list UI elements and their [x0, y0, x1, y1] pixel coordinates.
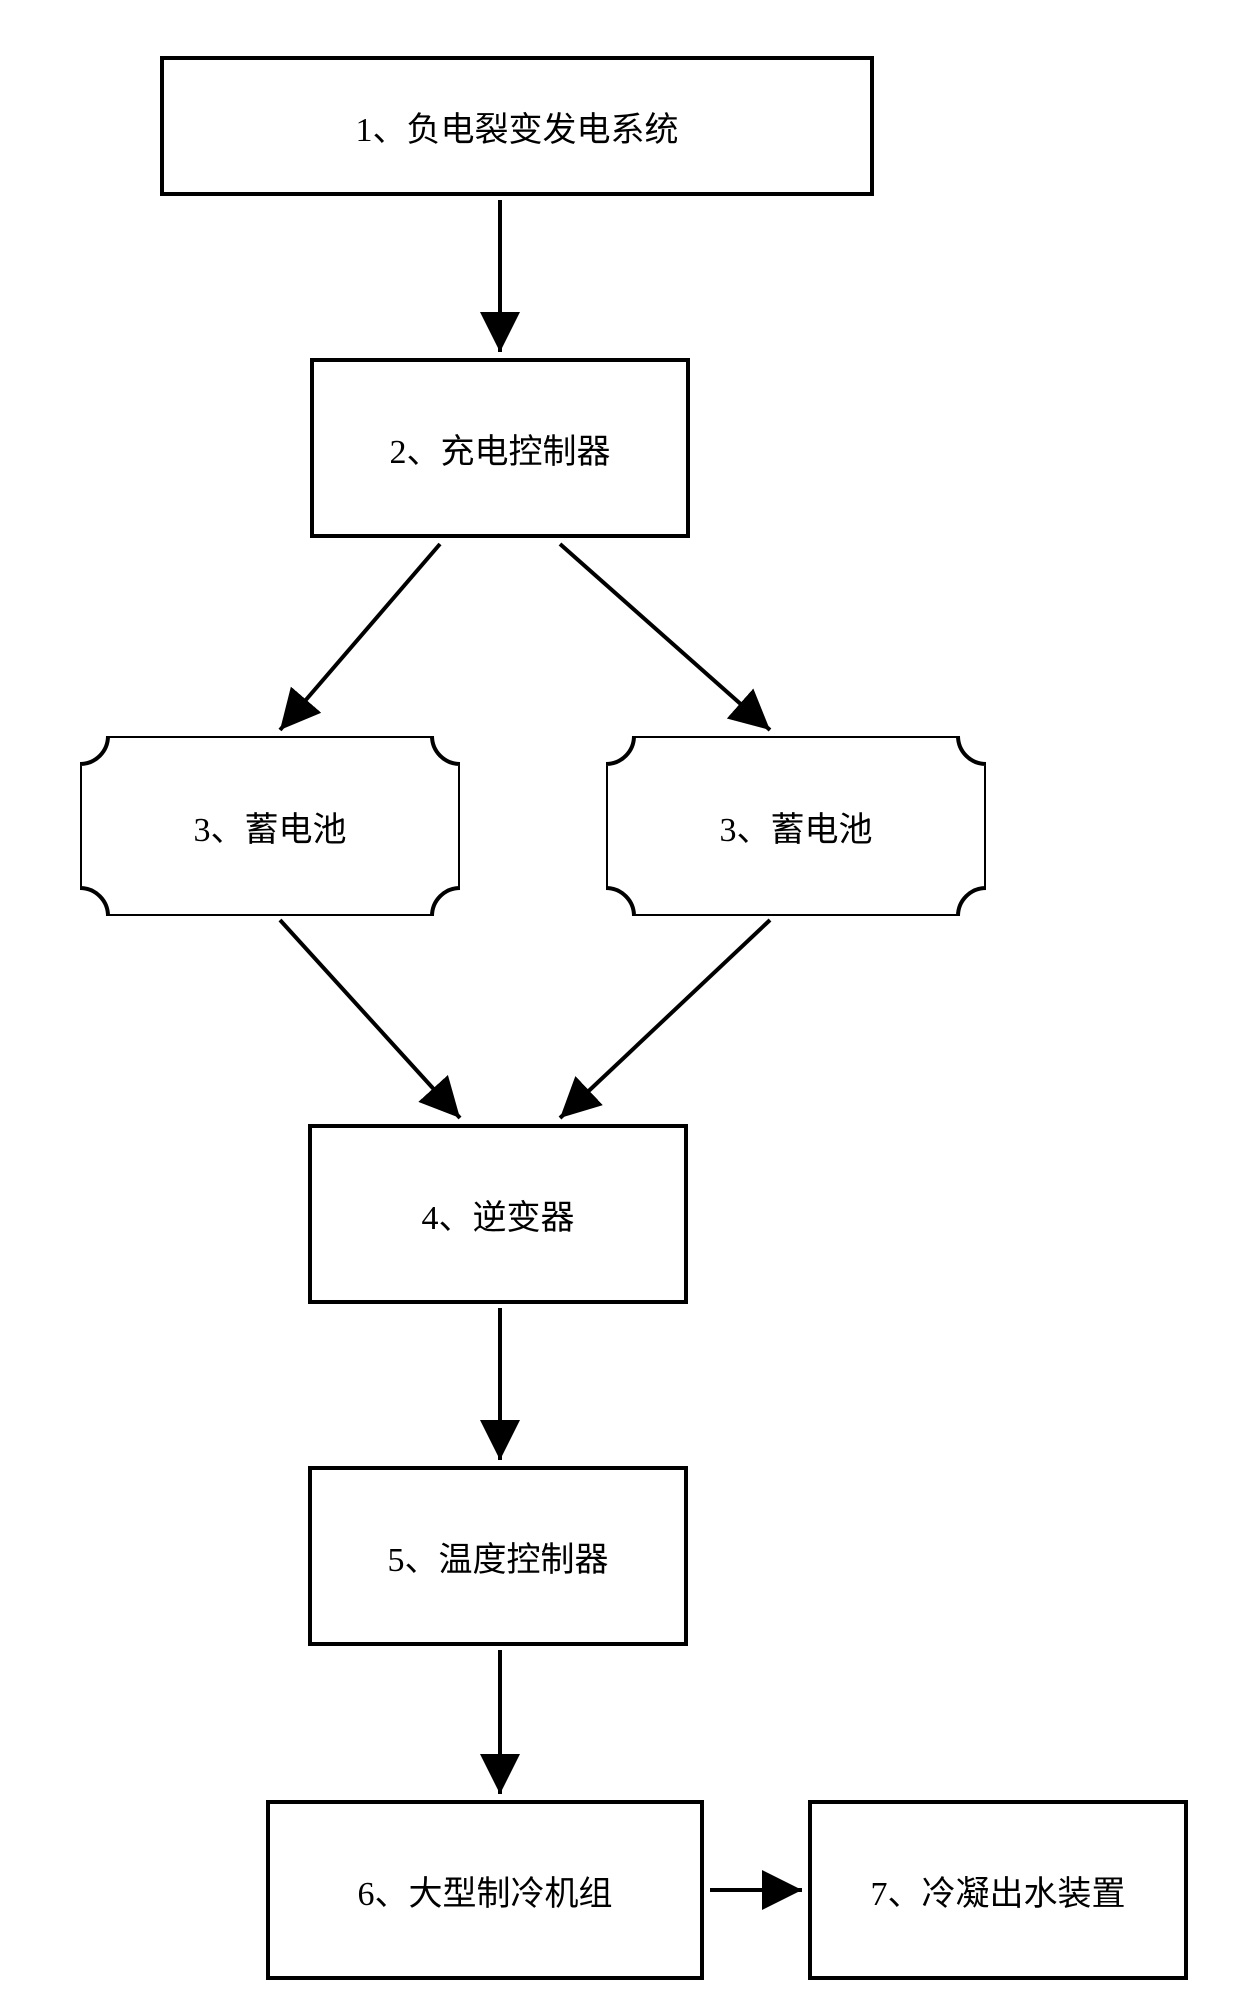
- edge-n2-n3a: [280, 544, 440, 730]
- node-n1: 1、负电裂变发电系统: [160, 56, 874, 196]
- node-n3a: 3、蓄电池: [80, 736, 460, 916]
- node-label-n7: 7、冷凝出水装置: [871, 1866, 1126, 1915]
- node-n7: 7、冷凝出水装置: [808, 1800, 1188, 1980]
- node-n6: 6、大型制冷机组: [266, 1800, 704, 1980]
- node-n3b: 3、蓄电池: [606, 736, 986, 916]
- node-label-n4: 4、逆变器: [422, 1190, 575, 1239]
- node-label-n2: 2、充电控制器: [390, 424, 611, 473]
- node-label-n6: 6、大型制冷机组: [358, 1866, 613, 1915]
- node-n4: 4、逆变器: [308, 1124, 688, 1304]
- node-label-n5: 5、温度控制器: [388, 1532, 609, 1581]
- node-label-n3b: 3、蓄电池: [720, 802, 873, 851]
- edge-n3a-n4: [280, 920, 460, 1118]
- node-label-n3a: 3、蓄电池: [194, 802, 347, 851]
- edge-n3b-n4: [560, 920, 770, 1118]
- edge-n2-n3b: [560, 544, 770, 730]
- node-n5: 5、温度控制器: [308, 1466, 688, 1646]
- node-n2: 2、充电控制器: [310, 358, 690, 538]
- node-label-n1: 1、负电裂变发电系统: [356, 102, 679, 151]
- edges-layer: [0, 0, 1240, 2002]
